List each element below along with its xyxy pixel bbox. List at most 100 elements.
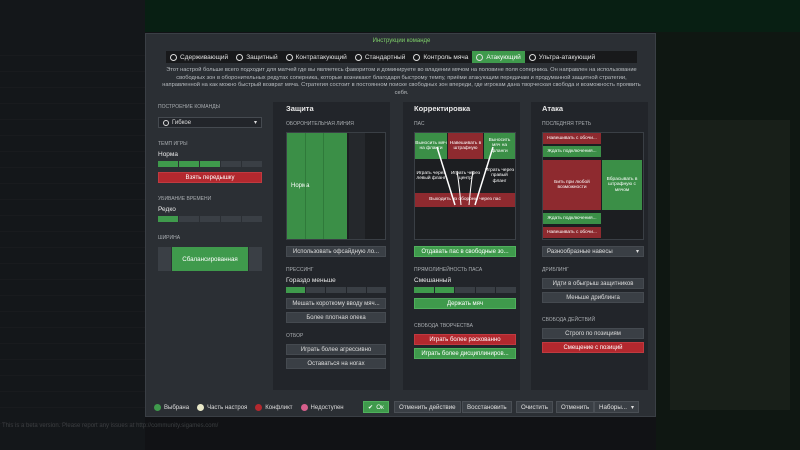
attack-title: Атака — [542, 104, 564, 113]
mentality-icon — [413, 53, 421, 61]
time-wasting-label: Убивание времени — [158, 196, 212, 202]
attack-zone-cross-right[interactable]: Навешивать с обочи... — [543, 227, 601, 238]
offside-trap-button[interactable]: Использовать офсайдную ло... — [286, 246, 386, 257]
slider-segment — [200, 161, 220, 167]
pass-zone-right-flank[interactable]: Играть через правый фланг — [484, 167, 515, 184]
tackle-harder-button[interactable]: Играть более агрессивно — [286, 344, 386, 355]
clear-button[interactable]: Очистить — [516, 401, 553, 413]
pass-zone-cross-box[interactable]: Навешивать в штрафную — [448, 133, 483, 159]
cancel-button[interactable]: Отменить — [556, 401, 595, 413]
tab-mentality-5[interactable]: Атакующий — [472, 51, 525, 63]
slider-segment — [200, 216, 220, 222]
retain-possession-button[interactable]: Держать мяч — [414, 298, 516, 309]
attack-column: Атака Последняя треть Навешивать с обочи… — [542, 103, 644, 353]
background-row — [0, 200, 145, 216]
formation-dropdown[interactable]: Гибкое ▾ — [158, 117, 262, 128]
defensive-line-pitch[interactable]: Норма — [286, 132, 386, 240]
mentality-icon — [354, 53, 362, 61]
legend-label: Недоступен — [310, 404, 344, 411]
time-wasting-slider[interactable] — [158, 216, 262, 222]
slider-segment — [326, 287, 346, 293]
tempo-value: Норма — [158, 151, 179, 158]
final-third-pitch: Навешивать с обочи... Ждать подключения.… — [542, 132, 644, 240]
dribble-less-button[interactable]: Меньше дриблинга — [542, 292, 644, 303]
crossing-dropdown[interactable]: Разнообразные навесы ▾ — [542, 246, 644, 257]
background-row — [0, 360, 145, 376]
pass-zone-play-out[interactable]: Выходить из обороны через пас — [415, 193, 515, 207]
legend-label: Часть настроя — [207, 404, 248, 411]
background-row — [0, 216, 145, 232]
tab-mentality-4[interactable]: Контроль мяча — [409, 51, 472, 63]
tighter-marking-button[interactable]: Более плотная опека — [286, 312, 386, 323]
stay-on-feet-button[interactable]: Оставаться на ногах — [286, 358, 386, 369]
check-icon: ✔ — [368, 403, 374, 411]
pass-zone-left-flank[interactable]: Играть через левый фланг — [416, 170, 446, 182]
mentality-description: Этот настрой больше всего подходит для м… — [162, 67, 641, 96]
pressing-slider[interactable] — [286, 287, 387, 293]
slider-segment — [434, 287, 455, 293]
passing-directness-label: Прямолинейность паса — [414, 267, 483, 273]
stick-to-positions-button[interactable]: Строго по позициям — [542, 328, 644, 339]
slider-segment — [221, 161, 241, 167]
legend-item: Конфликт — [255, 404, 293, 411]
passing-directness-slider[interactable] — [414, 287, 516, 293]
background-pitch — [670, 120, 790, 410]
background-row — [0, 376, 145, 392]
team-instructions-modal: Инструкции команде Сдерживающий Защитный К… — [145, 33, 656, 417]
slider-segment — [158, 216, 178, 222]
be-more-disciplined-button[interactable]: Играть более дисциплиниров... — [414, 348, 516, 359]
slider-segment — [158, 161, 178, 167]
tab-mentality-0[interactable]: Сдерживающий — [166, 51, 232, 63]
width-slider[interactable]: Сбалансированная — [158, 247, 262, 271]
presets-button[interactable]: Наборы... ▾ — [594, 401, 640, 413]
legend-item: Выбрана — [154, 404, 189, 411]
undo-button[interactable]: Отменить действие — [394, 401, 461, 413]
crossing-value: Разнообразные навесы — [547, 248, 613, 255]
pass-zone-left-wide[interactable]: Выносить мяч на фланги — [415, 133, 447, 159]
be-more-expressive-button[interactable]: Играть более раскованно — [414, 334, 516, 345]
tab-mentality-1[interactable]: Защитный — [232, 51, 281, 63]
tempo-slider[interactable] — [158, 161, 262, 167]
mentality-icon — [285, 53, 293, 61]
legend-item: Часть настроя — [197, 404, 247, 411]
background-row — [0, 280, 145, 296]
legend-dot-icon — [300, 404, 308, 411]
roam-from-positions-button[interactable]: Смещение с позиций — [542, 342, 644, 353]
dribbling-label: Дриблинг — [542, 267, 569, 273]
tempo-button[interactable]: Взять передышку — [158, 172, 262, 183]
slider-segment — [221, 216, 241, 222]
background-row — [0, 248, 145, 264]
prevent-short-gk-button[interactable]: Мешать короткому вводу мяч... — [286, 298, 386, 309]
attack-zone-cross-left[interactable]: Навешивать с обочи... — [543, 133, 601, 144]
background-row — [0, 296, 145, 312]
tab-mentality-3[interactable]: Стандартный — [351, 51, 410, 63]
ok-button[interactable]: ✔ Ок — [363, 401, 389, 413]
pass-into-space-button[interactable]: Отдавать пас в свободные зо... — [414, 246, 516, 257]
slider-segment — [242, 216, 262, 222]
defense-title: Защита — [286, 104, 314, 113]
attack-zone-overlap-right[interactable]: Ждать подключения... — [543, 213, 601, 224]
tab-mentality-6[interactable]: Ультра-атакующий — [525, 51, 599, 63]
pass-arrows-icon — [436, 146, 494, 206]
background-row — [0, 232, 145, 248]
attack-zone-overlap-left[interactable]: Ждать подключения... — [543, 146, 601, 157]
pass-zone-center[interactable]: Играть через центр — [450, 170, 481, 182]
run-at-defence-button[interactable]: Идти в обыгрыш защитников — [542, 278, 644, 289]
adjust-column: Корректировка Пас Выносить мяч на фланги… — [414, 103, 516, 359]
tackling-label: Отбор — [286, 333, 304, 339]
background-row — [0, 120, 145, 136]
mentality-icon — [236, 53, 244, 61]
tab-mentality-2[interactable]: Контратакующий — [282, 51, 351, 63]
slider-segment — [455, 287, 475, 293]
slider-segment — [496, 287, 516, 293]
background-sidebar — [0, 0, 145, 450]
chevron-down-icon: ▾ — [253, 120, 257, 126]
restore-button[interactable]: Восстановить — [462, 401, 512, 413]
passing-directness-value: Смешанный — [414, 277, 452, 284]
attack-zone-work-into-box[interactable]: Вбрасывать в штрафную с мячом — [602, 160, 642, 210]
ok-label: Ок — [376, 403, 384, 411]
width-value: Сбалансированная — [171, 247, 249, 271]
legend-label: Выбрана — [164, 404, 190, 411]
pass-zone-right-wide[interactable]: Выносить мяч на фланги — [484, 133, 515, 159]
attack-zone-shoot[interactable]: Бить при любой возможности — [543, 160, 601, 210]
